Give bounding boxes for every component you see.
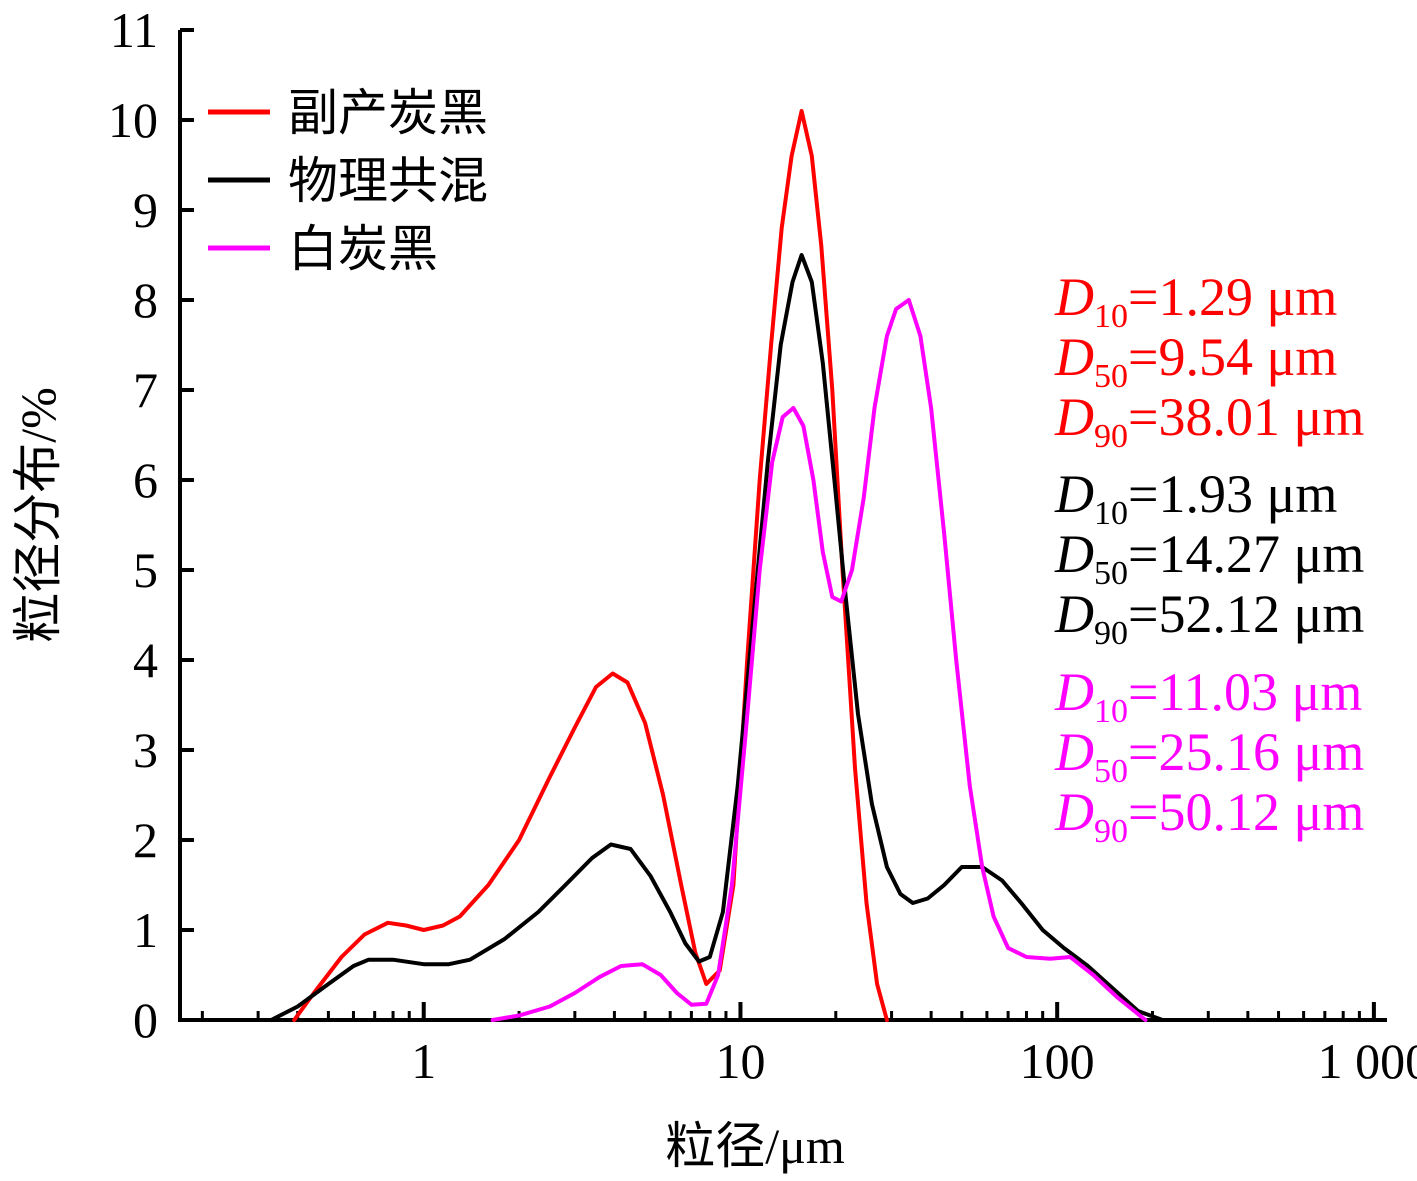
annotation-line: D50=9.54 μm [1054,327,1337,395]
series-line-1 [292,109,889,1022]
x-tick-label: 1 [411,1033,436,1089]
y-axis-title: 粒径分布/% [10,387,66,643]
annotation-line: D10=11.03 μm [1054,662,1362,730]
series-layer [269,109,1165,1022]
x-axis-title: 粒径/μm [665,1118,845,1174]
y-tick-label: 0 [133,992,158,1048]
series-line-2 [269,253,1165,1022]
x-tick-label: 10 [715,1033,765,1089]
annotation-line: D50=14.27 μm [1054,524,1364,592]
y-tick-label: 5 [133,542,158,598]
x-tick-label: 100 [1020,1033,1095,1089]
annotation-line: D50=25.16 μm [1054,722,1364,790]
y-tick-label: 7 [133,362,158,418]
y-tick-label: 2 [133,812,158,868]
y-tick-label: 4 [133,632,158,688]
y-tick-label: 11 [110,2,158,58]
y-tick-label: 6 [133,452,158,508]
y-tick-label: 10 [108,92,158,148]
y-axis: 0 1 2 3 4 5 6 7 8 9 10 11 [108,2,194,1048]
legend-label: 物理共混 [288,153,488,209]
annotation-line: D10=1.93 μm [1054,464,1337,532]
x-axis: 1 10 100 1 000 [178,1002,1417,1089]
series-line-3 [490,298,1148,1022]
annotation-line: D90=38.01 μm [1054,387,1364,455]
annotation-line: D90=50.12 μm [1054,782,1364,850]
legend-label: 副产炭黑 [288,85,488,141]
y-tick-label: 9 [133,182,158,238]
annotation-line: D90=52.12 μm [1054,584,1364,652]
y-tick-label: 3 [133,722,158,778]
y-tick-label: 8 [133,272,158,328]
x-tick-label: 1 000 [1318,1033,1417,1089]
annotation-line: D10=1.29 μm [1054,267,1337,335]
y-tick-label: 1 [133,902,158,958]
legend-label: 白炭黑 [288,221,438,277]
